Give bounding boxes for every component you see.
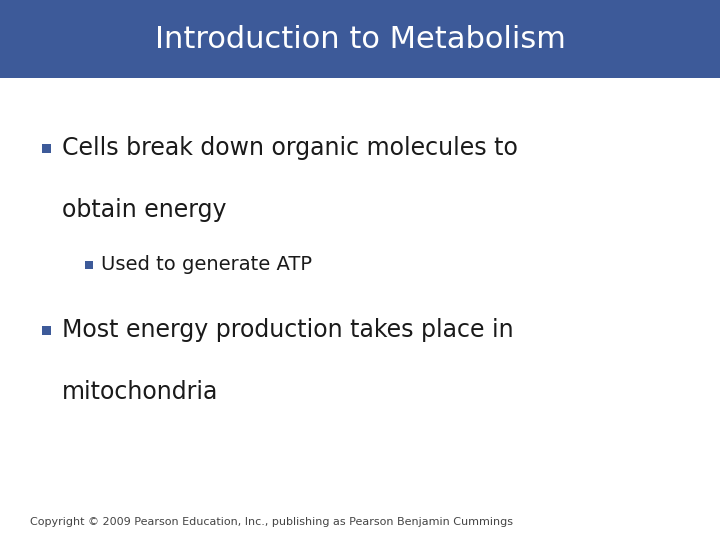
FancyBboxPatch shape: [85, 261, 93, 269]
FancyBboxPatch shape: [42, 144, 51, 153]
Text: mitochondria: mitochondria: [62, 380, 218, 404]
Text: Copyright © 2009 Pearson Education, Inc., publishing as Pearson Benjamin Cumming: Copyright © 2009 Pearson Education, Inc.…: [30, 517, 513, 527]
Text: Introduction to Metabolism: Introduction to Metabolism: [155, 24, 565, 53]
FancyBboxPatch shape: [0, 0, 720, 78]
FancyBboxPatch shape: [42, 326, 51, 335]
Text: Most energy production takes place in: Most energy production takes place in: [62, 318, 513, 342]
Text: Cells break down organic molecules to: Cells break down organic molecules to: [62, 136, 518, 160]
Text: Used to generate ATP: Used to generate ATP: [101, 255, 312, 274]
Text: obtain energy: obtain energy: [62, 198, 227, 222]
